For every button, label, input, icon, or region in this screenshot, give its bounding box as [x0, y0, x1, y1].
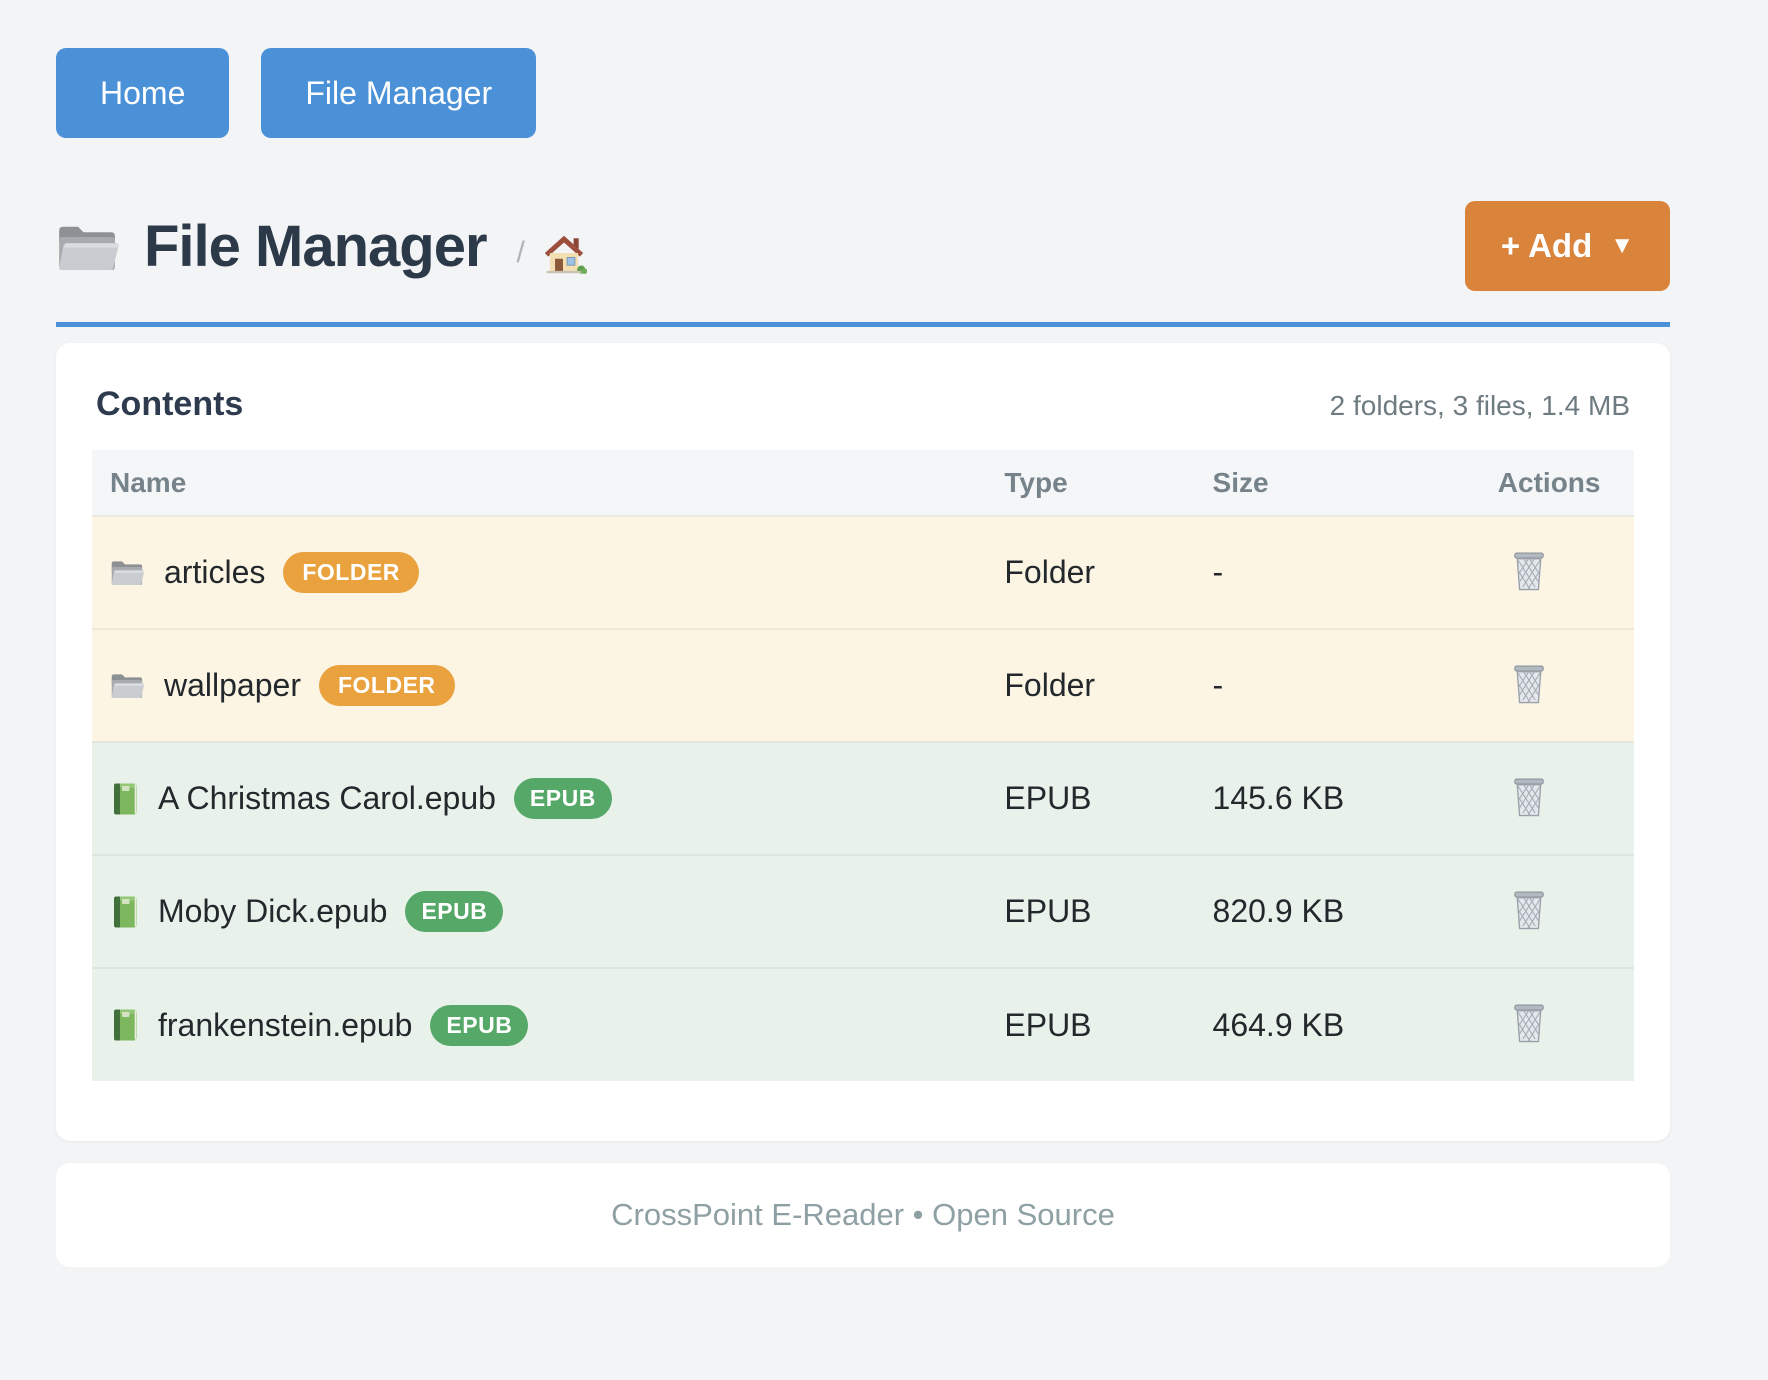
breadcrumb-separator: /: [516, 236, 525, 269]
delete-button[interactable]: [1506, 659, 1552, 709]
footer-text: CrossPoint E-Reader • Open Source: [611, 1197, 1115, 1232]
row-size: -: [1194, 515, 1480, 629]
page-title: File Manager: [144, 213, 488, 279]
row-name[interactable]: articles: [164, 554, 266, 590]
contents-summary: 2 folders, 3 files, 1.4 MB: [1329, 390, 1630, 421]
contents-heading: Contents: [96, 385, 244, 423]
add-button[interactable]: + Add ▼: [1464, 201, 1670, 291]
add-button-label: + Add: [1500, 227, 1593, 264]
type-badge: FOLDER: [283, 552, 419, 593]
delete-button[interactable]: [1506, 998, 1552, 1048]
row-name[interactable]: frankenstein.epub: [158, 1006, 413, 1043]
folder-icon: [56, 220, 122, 276]
delete-button[interactable]: [1506, 772, 1552, 822]
trash-icon: [1510, 776, 1548, 818]
column-header-name: Name: [92, 450, 987, 516]
table-row[interactable]: articles FOLDER Folder -: [92, 515, 1634, 629]
trash-icon: [1510, 1002, 1548, 1044]
folder-icon: [110, 671, 146, 701]
column-header-type: Type: [986, 450, 1195, 516]
table-row[interactable]: A Christmas Carol.epub EPUB EPUB 145.6 K…: [92, 741, 1634, 855]
column-header-actions: Actions: [1479, 450, 1634, 516]
row-type: EPUB: [986, 741, 1195, 855]
row-name[interactable]: A Christmas Carol.epub: [158, 780, 496, 816]
header-divider: [56, 322, 1670, 327]
table-row[interactable]: frankenstein.epub EPUB EPUB 464.9 KB: [92, 967, 1634, 1081]
row-type: Folder: [986, 628, 1195, 742]
type-badge: EPUB: [405, 891, 504, 932]
row-name[interactable]: wallpaper: [164, 667, 301, 703]
trash-icon: [1510, 550, 1548, 592]
book-icon: [110, 1008, 140, 1042]
folder-icon: [110, 558, 146, 588]
delete-button[interactable]: [1506, 885, 1552, 935]
home-icon: [541, 231, 587, 275]
row-name[interactable]: Moby Dick.epub: [158, 893, 388, 929]
row-type: EPUB: [986, 854, 1195, 968]
table-header-row: Name Type Size Actions: [92, 450, 1634, 516]
type-badge: EPUB: [513, 778, 612, 819]
book-icon: [110, 782, 140, 816]
breadcrumb-home-link[interactable]: [541, 231, 587, 275]
file-manager-button[interactable]: File Manager: [261, 48, 537, 138]
trash-icon: [1510, 889, 1548, 931]
top-nav: Home File Manager: [56, 48, 1670, 138]
column-header-size: Size: [1194, 450, 1480, 516]
delete-button[interactable]: [1506, 546, 1552, 596]
row-type: Folder: [986, 515, 1195, 629]
type-badge: FOLDER: [318, 665, 455, 706]
row-type: EPUB: [986, 967, 1195, 1081]
footer: CrossPoint E-Reader • Open Source: [56, 1163, 1670, 1267]
row-size: 464.9 KB: [1194, 967, 1480, 1081]
contents-table-body: articles FOLDER Folder - wallpaper FOLDE…: [92, 515, 1634, 1081]
page-header: File Manager / + Add ▼: [56, 200, 1670, 292]
table-row[interactable]: wallpaper FOLDER Folder -: [92, 628, 1634, 742]
row-size: 820.9 KB: [1194, 854, 1480, 968]
row-size: 145.6 KB: [1194, 741, 1480, 855]
type-badge: EPUB: [430, 1004, 529, 1046]
caret-down-icon: ▼: [1610, 232, 1634, 259]
trash-icon: [1510, 663, 1548, 705]
book-icon: [110, 895, 140, 929]
row-size: -: [1194, 628, 1480, 742]
table-row[interactable]: Moby Dick.epub EPUB EPUB 820.9 KB: [92, 854, 1634, 968]
home-button[interactable]: Home: [56, 48, 230, 138]
contents-card: Contents 2 folders, 3 files, 1.4 MB Name…: [56, 343, 1670, 1141]
contents-table: Name Type Size Actions articles FOLDER F…: [92, 450, 1634, 1081]
contents-card-header: Contents 2 folders, 3 files, 1.4 MB: [92, 385, 1634, 424]
breadcrumb: /: [517, 231, 587, 275]
file-manager-page: Home File Manager File Manager / + Add ▼…: [56, 48, 1670, 1267]
